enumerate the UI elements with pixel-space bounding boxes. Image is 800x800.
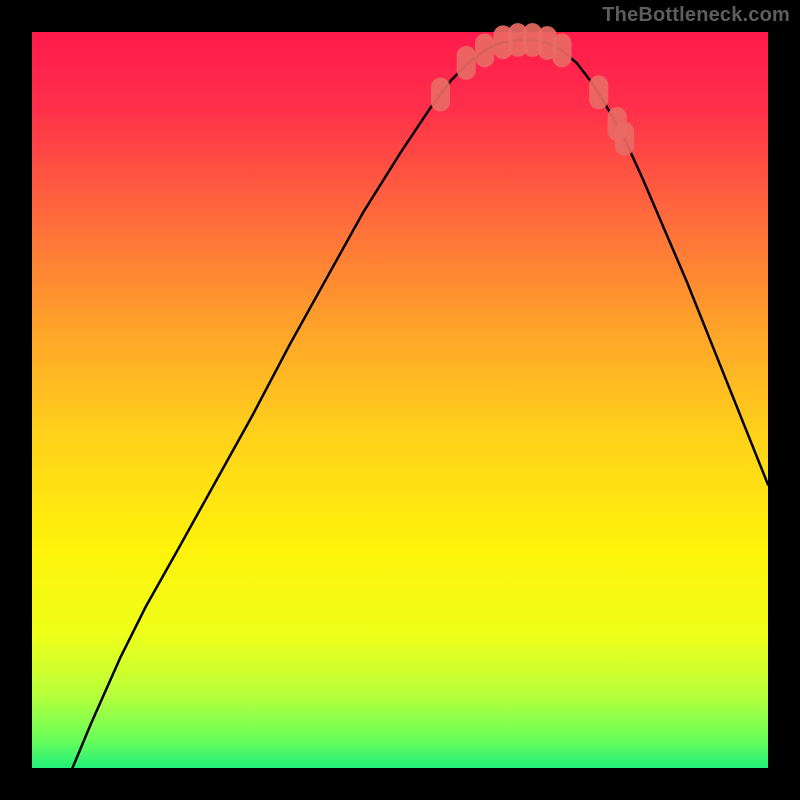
curve-markers [431, 23, 634, 155]
curve-marker [457, 46, 476, 80]
curve-marker [552, 33, 571, 67]
curve-marker [475, 33, 494, 67]
figure-container: TheBottleneck.com [0, 0, 800, 800]
bottleneck-curve [72, 40, 768, 768]
curve-layer [32, 32, 768, 768]
watermark-text: TheBottleneck.com [602, 4, 790, 27]
curve-marker [589, 75, 608, 109]
plot-area [28, 28, 772, 772]
curve-marker [431, 78, 450, 112]
curve-marker [615, 122, 634, 156]
